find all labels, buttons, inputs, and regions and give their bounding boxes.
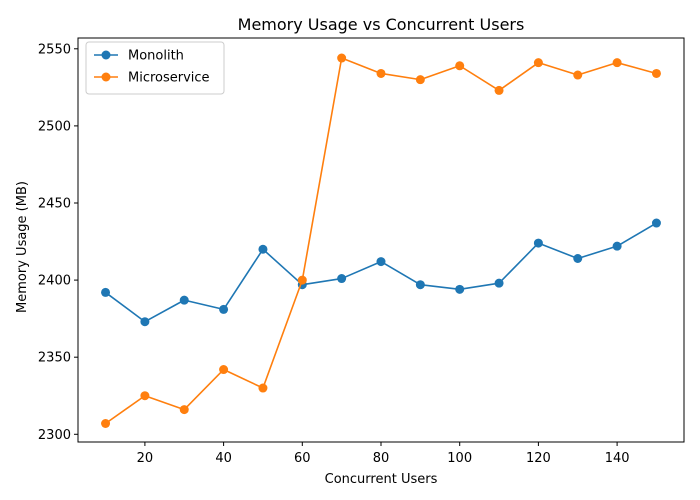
- data-point: [573, 254, 583, 264]
- data-point: [101, 287, 111, 297]
- series-line: [105, 222, 657, 323]
- data-point: [140, 317, 150, 327]
- data-point: [140, 391, 150, 401]
- x-tick-label: 80: [373, 451, 390, 466]
- legend: Monolith Microservice: [85, 41, 225, 95]
- x-axis-label: Concurrent Users: [325, 472, 438, 487]
- data-point: [612, 241, 622, 251]
- series-line: [105, 57, 657, 425]
- chart-title: Memory Usage vs Concurrent Users: [238, 15, 525, 34]
- data-point: [573, 70, 583, 80]
- data-point: [651, 218, 661, 228]
- data-point: [415, 75, 425, 85]
- plot-frame: [77, 37, 685, 443]
- data-point: [179, 295, 189, 305]
- data-point: [337, 53, 347, 63]
- data-point: [376, 257, 386, 267]
- legend-label: Microservice: [128, 71, 210, 86]
- data-point: [258, 244, 268, 254]
- x-tick-label: 140: [605, 451, 630, 466]
- data-point: [494, 85, 504, 95]
- data-point: [651, 68, 661, 78]
- data-point: [376, 68, 386, 78]
- x-tick-label: 100: [447, 451, 472, 466]
- data-point: [494, 278, 504, 288]
- data-point: [455, 284, 465, 294]
- series-layer: [101, 53, 661, 428]
- axis-ticks: 20 40 60 80 100 120 140 2300 2350 2400 2450 2500 255…: [38, 42, 630, 466]
- y-tick-label: 2350: [38, 351, 71, 366]
- series-monolith: [101, 218, 661, 327]
- y-tick-label: 2500: [38, 119, 71, 134]
- y-tick-label: 2300: [38, 428, 71, 443]
- data-point: [179, 405, 189, 415]
- x-tick-label: 20: [137, 451, 154, 466]
- data-point: [337, 274, 347, 284]
- data-point: [533, 238, 543, 248]
- legend-label: Monolith: [128, 49, 184, 64]
- legend-marker: [101, 72, 111, 82]
- x-tick-label: 40: [215, 451, 232, 466]
- data-point: [415, 280, 425, 290]
- y-tick-label: 2400: [38, 274, 71, 289]
- data-point: [101, 418, 111, 428]
- y-axis-label: Memory Usage (MB): [15, 181, 30, 313]
- data-point: [297, 275, 307, 285]
- legend-box: [85, 41, 225, 95]
- data-point: [612, 58, 622, 68]
- data-point: [455, 61, 465, 71]
- data-point: [258, 383, 268, 393]
- x-tick-label: 60: [294, 451, 311, 466]
- y-tick-label: 2450: [38, 196, 71, 211]
- legend-marker: [101, 50, 111, 60]
- data-point: [219, 365, 229, 375]
- y-tick-label: 2550: [38, 42, 71, 57]
- series-microservice: [101, 53, 661, 428]
- data-point: [219, 304, 229, 314]
- x-tick-label: 120: [526, 451, 551, 466]
- data-point: [533, 58, 543, 68]
